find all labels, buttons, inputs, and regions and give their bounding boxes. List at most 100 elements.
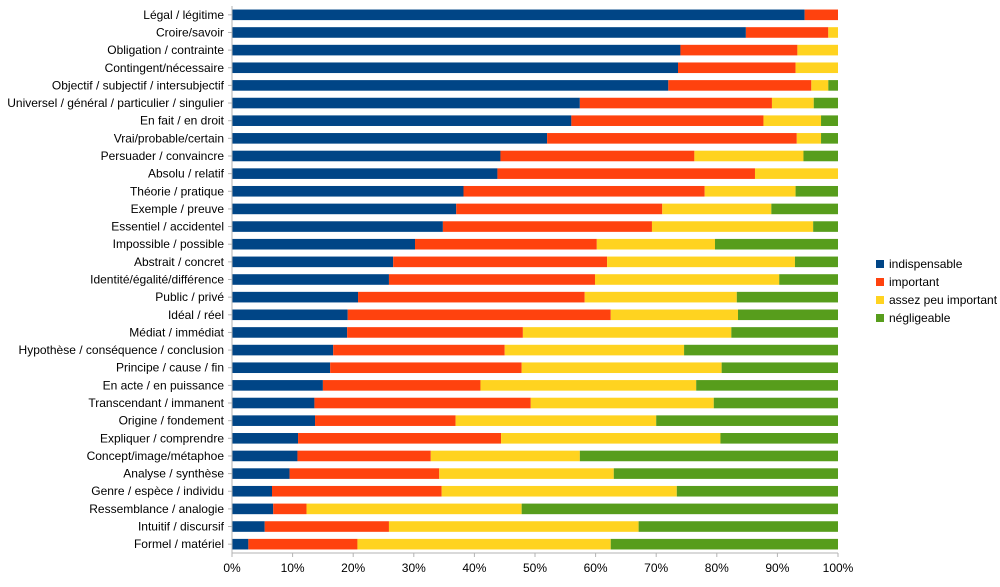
bar-segment-22-2	[322, 380, 481, 391]
bar-segment-7-1	[232, 115, 572, 126]
category-label-5: Objectif / subjectif / intersubjectif	[52, 78, 225, 92]
bar-segment-11-2	[463, 185, 705, 197]
bar-segment-27-2	[289, 468, 440, 479]
legend-swatch-4	[876, 314, 884, 322]
category-label-28: Genre / espèce / individu	[91, 484, 224, 498]
bar-segment-10-1	[232, 168, 498, 179]
bar-segment-11-4	[795, 185, 838, 197]
bar-segment-29-2	[273, 503, 307, 515]
bar-segment-31-4	[610, 538, 838, 550]
bar-segment-14-3	[596, 238, 715, 250]
category-label-30: Intuitif / discursif	[138, 520, 225, 534]
bar-segment-29-4	[521, 503, 838, 515]
bar-segment-14-1	[232, 238, 416, 250]
bar-segment-18-4	[738, 309, 838, 321]
bar-segment-31-3	[357, 538, 611, 550]
category-label-20: Hypothèse / conséquence / conclusion	[19, 343, 224, 357]
bar-segment-7-2	[571, 115, 764, 126]
category-label-3: Obligation / contrainte	[107, 43, 224, 57]
bar-segment-28-1	[232, 485, 272, 497]
x-tick-label-10: 90%	[765, 561, 789, 575]
category-label-12: Exemple / preuve	[131, 202, 225, 216]
category-label-4: Contingent/nécessaire	[105, 61, 225, 75]
category-label-8: Vrai/probable/certain	[114, 131, 224, 145]
bar-segment-25-1	[232, 433, 299, 444]
bar-segment-12-1	[232, 203, 457, 215]
category-label-19: Médiat / immédiat	[129, 325, 224, 339]
bar-segment-28-3	[441, 485, 677, 497]
bar-segment-27-1	[232, 468, 290, 479]
bar-segment-14-2	[415, 238, 597, 250]
x-tick-label-5: 40%	[462, 561, 486, 575]
bar-segment-8-3	[796, 133, 822, 144]
bar-segment-13-3	[651, 221, 814, 232]
bar-segment-28-4	[676, 485, 838, 497]
bar-segment-3-2	[680, 44, 798, 56]
x-tick-label-9: 80%	[705, 561, 729, 575]
bar-segment-15-2	[393, 256, 608, 268]
bar-segment-5-3	[811, 80, 829, 91]
bar-segment-25-2	[298, 433, 502, 444]
bar-segment-6-2	[579, 97, 772, 109]
bar-segment-26-3	[430, 450, 580, 462]
bar-segment-6-3	[771, 97, 814, 109]
bar-segment-8-2	[547, 133, 797, 144]
bar-segment-21-2	[330, 362, 522, 374]
bar-segment-9-1	[232, 150, 501, 162]
bar-segment-5-1	[232, 80, 669, 91]
bar-segment-27-4	[613, 468, 838, 479]
bar-segment-26-4	[579, 450, 838, 462]
category-label-6: Universel / général / particulier / sing…	[7, 96, 224, 110]
bar-segment-16-4	[779, 274, 838, 285]
category-label-17: Public / privé	[155, 290, 224, 304]
bar-segment-10-3	[754, 168, 838, 179]
bar-segment-9-3	[694, 150, 804, 162]
bar-segment-23-1	[232, 397, 315, 409]
category-label-24: Origine / fondement	[119, 414, 225, 428]
bar-segment-17-1	[232, 291, 359, 303]
x-tick-label-1: 0%	[223, 561, 241, 575]
legend-label-2: important	[889, 275, 940, 289]
bar-segment-22-1	[232, 380, 323, 391]
bar-segment-26-2	[297, 450, 431, 462]
bar-segment-16-1	[232, 274, 389, 285]
bar-segment-23-4	[713, 397, 838, 409]
bar-segment-8-1	[232, 133, 548, 144]
bar-segment-15-3	[607, 256, 795, 268]
bar-segment-25-4	[720, 433, 838, 444]
bar-segment-5-2	[668, 80, 812, 91]
bar-segment-19-2	[347, 327, 523, 338]
bar-segment-13-2	[442, 221, 652, 232]
bar-segment-21-4	[721, 362, 838, 374]
bar-segment-19-4	[731, 327, 838, 338]
bar-segment-12-3	[662, 203, 772, 215]
category-label-14: Impossible / possible	[113, 237, 225, 251]
category-label-16: Identité/égalité/différence	[90, 273, 224, 287]
bar-segment-14-4	[714, 238, 838, 250]
bar-segment-15-4	[794, 256, 838, 268]
bar-segment-1-1	[232, 9, 805, 21]
category-label-29: Ressemblance / analogie	[89, 502, 224, 516]
bar-segment-30-1	[232, 521, 265, 532]
category-label-1: Légal / légitime	[143, 8, 224, 22]
x-tick-label-11: 100%	[823, 561, 854, 575]
bar-segment-20-4	[684, 344, 838, 356]
bar-segment-28-2	[271, 485, 442, 497]
x-tick-label-8: 70%	[644, 561, 668, 575]
bar-segment-4-1	[232, 62, 679, 74]
legend-swatch-1	[876, 260, 884, 268]
bar-segment-31-2	[248, 538, 358, 550]
bar-segment-21-3	[521, 362, 722, 374]
bar-segment-11-1	[232, 185, 464, 197]
bar-segment-24-3	[455, 415, 657, 426]
bar-segment-18-1	[232, 309, 348, 321]
bar-segment-2-3	[828, 27, 838, 38]
bar-segment-17-2	[358, 291, 585, 303]
bar-segment-20-2	[333, 344, 505, 356]
bar-segment-19-3	[522, 327, 732, 338]
bar-segment-10-2	[497, 168, 755, 179]
bar-segment-7-4	[821, 115, 838, 126]
bar-segment-2-2	[745, 27, 829, 38]
bar-segment-26-1	[232, 450, 298, 462]
